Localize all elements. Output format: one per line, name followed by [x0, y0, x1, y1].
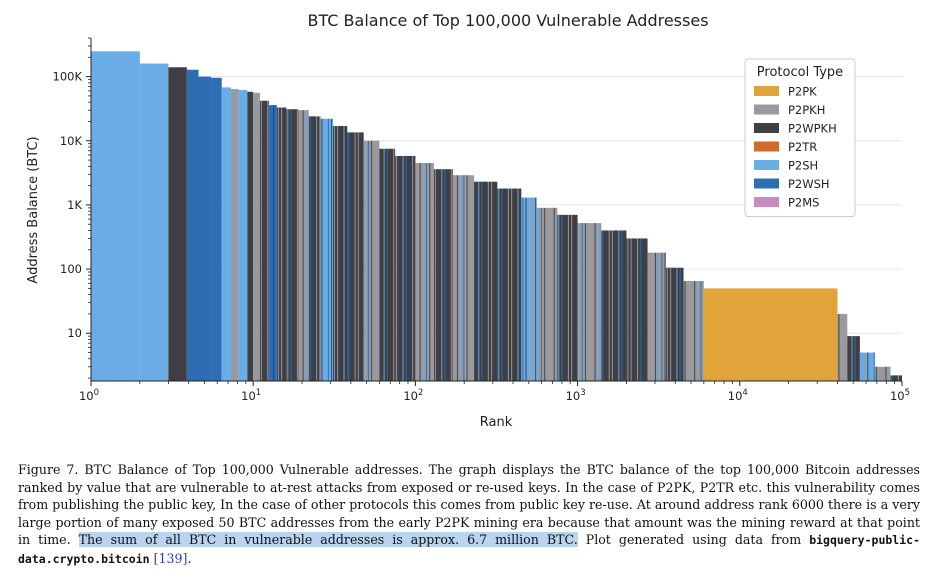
- bar-p2pkh: [253, 92, 260, 381]
- x-tick-label: 102: [403, 388, 423, 403]
- y-tick-label: 100K: [53, 70, 83, 84]
- caption-plot-text: Plot generated using data from: [577, 532, 810, 548]
- bar-p2pkh: [231, 89, 239, 381]
- x-tick-label: 104: [728, 388, 748, 403]
- legend-label-p2wsh: P2WSH: [788, 177, 830, 191]
- legend-box: [744, 58, 856, 217]
- y-tick-label: 100: [60, 262, 82, 276]
- figure-caption: Figure 7. BTC Balance of Top 100,000 Vul…: [18, 461, 920, 569]
- legend-label-p2ms: P2MS: [788, 196, 819, 210]
- y-axis-label: Address Balance (BTC): [26, 136, 41, 283]
- caption-lead: Figure 7. BTC Balance of Top 100,000 Vul…: [18, 462, 920, 548]
- caption-highlight: The sum of all BTC in vulnerable address…: [78, 532, 578, 548]
- bar-p2pkh: [647, 252, 666, 381]
- bar-p2wpkh: [168, 67, 187, 381]
- bar-p2wsh: [186, 69, 199, 381]
- x-tick-label: 101: [241, 388, 261, 403]
- axes: [90, 38, 902, 382]
- legend: Protocol Type P2PK P2PKH P2WPKH P2TR P2SH P2WS…: [744, 58, 856, 217]
- y-tick-label: 10K: [60, 134, 83, 148]
- bar-p2sh: [91, 51, 140, 382]
- bar-p2wpkh: [890, 375, 902, 381]
- bar-p2pk: [703, 288, 838, 381]
- bar-p2wpkh: [247, 91, 254, 382]
- bar-p2wpkh: [847, 336, 860, 381]
- caption-end: .: [187, 550, 192, 566]
- bar-p2wsh: [198, 76, 212, 381]
- bar-p2wpkh: [601, 230, 627, 381]
- legend-title: Protocol Type: [757, 65, 843, 80]
- legend-swatch-p2ms: [754, 197, 779, 207]
- bar-p2wpkh: [308, 116, 321, 381]
- bar-p2wpkh: [332, 125, 348, 381]
- legend-swatch-p2pkh: [754, 104, 779, 115]
- legend-swatch-p2pk: [754, 86, 779, 96]
- legend-label-p2tr: P2TR: [788, 140, 817, 154]
- chart-title: BTC Balance of Top 100,000 Vulnerable Ad…: [307, 11, 708, 30]
- legend-swatch-p2tr: [754, 141, 779, 152]
- caption-dataset-code: bigquery-public-data.crypto.bitcoin: [18, 533, 920, 566]
- bar-p2sh: [320, 118, 333, 381]
- bar-p2sh: [139, 63, 169, 382]
- bar-p2wpkh: [286, 109, 299, 381]
- caption-citation-link[interactable]: [139]: [153, 550, 188, 566]
- x-tick-label: 103: [566, 388, 586, 403]
- y-tick-label: 10: [67, 326, 82, 340]
- bar-p2pkh: [577, 223, 602, 381]
- legend-label-p2pkh: P2PKH: [788, 103, 825, 117]
- bar-edge-lines: [260, 100, 900, 381]
- bar-p2wpkh: [433, 169, 453, 381]
- legend-swatch-p2wsh: [754, 178, 779, 189]
- bar-p2wsh: [211, 77, 222, 382]
- legend-label-p2sh: P2SH: [788, 159, 818, 173]
- legend-swatch-p2sh: [754, 160, 779, 170]
- bar-p2sh: [221, 87, 232, 381]
- bar-p2pkh: [415, 163, 434, 381]
- y-tick-label: 1K: [67, 198, 82, 212]
- legend-label-p2wpkh: P2WPKH: [788, 122, 837, 136]
- x-axis-label: Rank: [480, 415, 513, 430]
- x-tick-label: 105: [890, 388, 910, 403]
- chart: BTC Balance of Top 100,000 Vulnerable Ad…: [26, 11, 910, 430]
- bar-p2wpkh: [665, 267, 684, 381]
- legend-label-p2pk: P2PK: [788, 85, 817, 99]
- legend-swatch-p2wpkh: [754, 123, 779, 133]
- bar-p2wpkh: [497, 188, 522, 381]
- bar-p2wsh: [268, 105, 277, 381]
- bar-p2sh: [238, 89, 248, 381]
- x-tick-label: 100: [79, 388, 99, 403]
